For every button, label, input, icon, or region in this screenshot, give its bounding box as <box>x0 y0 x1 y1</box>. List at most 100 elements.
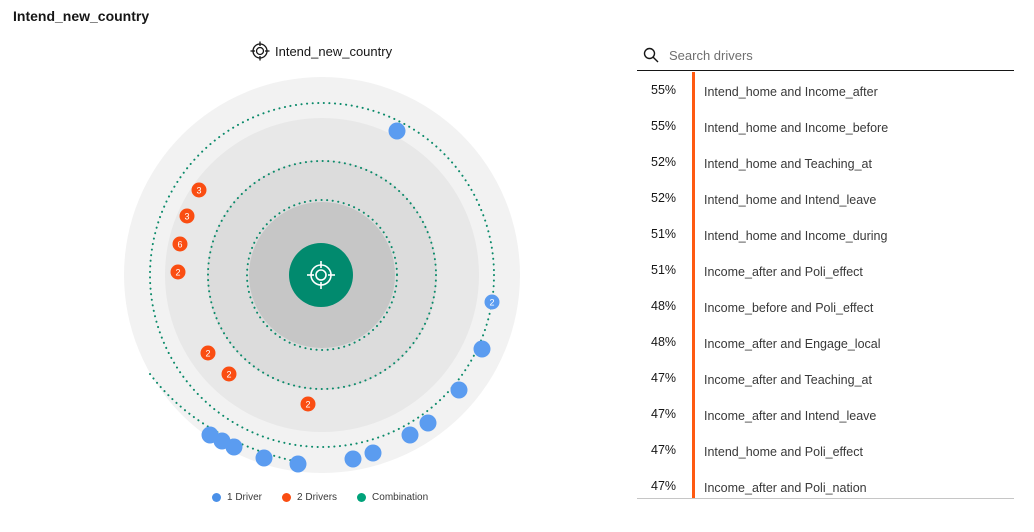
driver-name: Intend_home and Teaching_at <box>704 157 872 171</box>
driver-node-count: 2 <box>175 268 180 278</box>
driver-row[interactable]: 48% Income_after and Engage_local <box>637 324 1014 360</box>
driver-row[interactable]: 51% Income_after and Poli_effect <box>637 252 1014 288</box>
driver-node-circle <box>419 414 437 432</box>
driver-node-one[interactable] <box>201 426 219 444</box>
driver-node-two[interactable]: 2 <box>170 264 186 280</box>
legend: 1 Driver 2 Drivers Combination <box>212 492 428 503</box>
driver-node-circle <box>289 455 307 473</box>
driver-node-one[interactable] <box>450 381 468 399</box>
search-icon <box>643 47 659 63</box>
driver-list-divider <box>692 72 695 498</box>
driver-node-circle <box>401 426 419 444</box>
driver-node-two[interactable]: 3 <box>179 208 195 224</box>
target-node[interactable] <box>289 243 353 307</box>
dotted-ring-outer <box>149 102 495 448</box>
driver-row[interactable]: 55% Intend_home and Income_after <box>637 72 1014 108</box>
driver-node-circle <box>344 450 362 468</box>
driver-node-two[interactable]: 2 <box>300 396 316 412</box>
driver-percentage: 48% <box>651 335 677 349</box>
search-input[interactable] <box>667 46 991 64</box>
driver-percentage: 51% <box>651 227 677 241</box>
driver-node-circle <box>255 449 273 467</box>
driver-name: Intend_home and Intend_leave <box>704 193 877 207</box>
legend-dot-combination <box>357 493 367 502</box>
viz-target-header: Intend_new_country <box>250 41 392 61</box>
legend-dot-one-driver <box>212 493 221 502</box>
driver-name: Income_before and Poli_effect <box>704 301 874 315</box>
driver-node-circle <box>221 366 237 382</box>
driver-percentage: 51% <box>651 263 677 277</box>
driver-node-circle <box>450 381 468 399</box>
driver-node-two[interactable]: 2 <box>221 366 237 382</box>
dotted-ring-inner <box>246 199 398 351</box>
driver-node-count: 6 <box>177 240 182 250</box>
driver-node-circle <box>172 236 188 252</box>
driver-node-one[interactable] <box>473 340 491 358</box>
driver-name: Intend_home and Poli_effect <box>704 445 863 459</box>
driver-row[interactable]: 55% Intend_home and Income_before <box>637 108 1014 144</box>
driver-node-two[interactable]: 3 <box>191 182 207 198</box>
driver-percentage: 48% <box>651 299 677 313</box>
driver-node-circle <box>170 264 186 280</box>
driver-name: Income_after and Poli_nation <box>704 481 867 495</box>
driver-row[interactable]: 47% Income_after and Intend_leave <box>637 396 1014 432</box>
driver-node-count: 3 <box>184 212 189 222</box>
driver-node-circle <box>200 345 216 361</box>
driver-node-count: 2 <box>489 298 494 308</box>
page-title: Intend_new_country <box>13 8 150 24</box>
legend-label: Combination <box>372 492 429 503</box>
driver-node-circle <box>484 294 500 310</box>
driver-name: Intend_home and Income_after <box>704 85 878 99</box>
driver-node-count: 2 <box>205 349 210 359</box>
driver-row[interactable]: 52% Intend_home and Teaching_at <box>637 144 1014 180</box>
driver-percentage: 47% <box>651 479 677 493</box>
driver-row[interactable]: 48% Income_before and Poli_effect <box>637 288 1014 324</box>
driver-node-one[interactable] <box>419 414 437 432</box>
driver-node-circle <box>364 444 382 462</box>
legend-item-two-drivers: 2 Drivers <box>282 492 337 503</box>
driver-node-two[interactable]: 2 <box>200 345 216 361</box>
driver-name: Income_after and Intend_leave <box>704 409 877 423</box>
driver-percentage: 52% <box>651 191 677 205</box>
driver-node-two[interactable]: 6 <box>172 236 188 252</box>
driver-list: 55% Intend_home and Income_after 55% Intend… <box>637 72 1014 498</box>
viz-target-label: Intend_new_country <box>275 43 393 59</box>
legend-label: 2 Drivers <box>297 492 338 503</box>
driver-node-one[interactable] <box>255 449 273 467</box>
driver-row[interactable]: 47% Income_after and Teaching_at <box>637 360 1014 396</box>
dotted-ring-middle <box>207 160 437 390</box>
driver-percentage: 47% <box>651 443 677 457</box>
driver-row[interactable]: 51% Intend_home and Income_during <box>637 216 1014 252</box>
spiral-visualization: 3 3 6 2 2 2 2 2 <box>124 77 520 473</box>
driver-node-count: 2 <box>226 370 231 380</box>
driver-row[interactable]: 52% Intend_home and Intend_leave <box>637 180 1014 216</box>
target-node-icon <box>307 261 335 289</box>
legend-item-combination: Combination <box>357 492 428 503</box>
driver-name: Intend_home and Income_during <box>704 229 888 243</box>
driver-percentage: 52% <box>651 155 677 169</box>
driver-node-one[interactable] <box>364 444 382 462</box>
driver-name: Income_after and Teaching_at <box>704 373 872 387</box>
driver-percentage: 55% <box>651 83 677 97</box>
list-bottom-rule <box>637 498 1014 499</box>
driver-node-circle <box>191 182 207 198</box>
driver-node-circle <box>179 208 195 224</box>
driver-row[interactable]: 47% Intend_home and Poli_effect <box>637 432 1014 468</box>
target-icon <box>250 41 270 61</box>
driver-node-one[interactable] <box>344 450 362 468</box>
driver-name: Intend_home and Income_before <box>704 121 889 135</box>
driver-node-one[interactable] <box>388 122 406 140</box>
driver-percentage: 47% <box>651 371 677 385</box>
search-drivers[interactable] <box>637 40 1014 71</box>
driver-node-one[interactable] <box>401 426 419 444</box>
driver-node-circle <box>300 396 316 412</box>
driver-name: Income_after and Engage_local <box>704 337 881 351</box>
legend-label: 1 Driver <box>227 492 263 503</box>
legend-item-one-driver: 1 Driver <box>212 492 262 503</box>
legend-dot-two-drivers <box>282 493 292 502</box>
driver-node-one[interactable]: 2 <box>484 294 500 310</box>
driver-row[interactable]: 47% Income_after and Poli_nation <box>637 468 1014 498</box>
driver-percentage: 55% <box>651 119 677 133</box>
driver-node-circle <box>201 426 219 444</box>
driver-node-one[interactable] <box>289 455 307 473</box>
